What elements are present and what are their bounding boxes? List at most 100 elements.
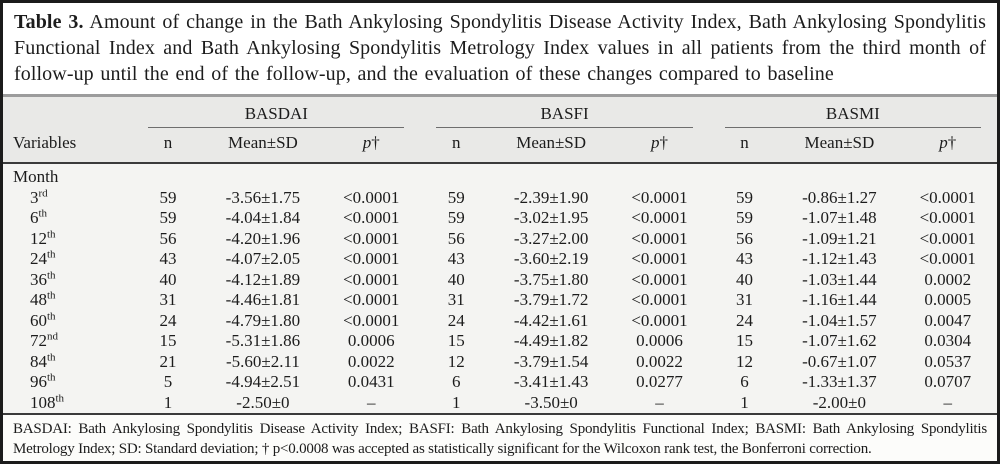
basfi-mean-cell: -4.49±1.82 xyxy=(513,331,589,350)
basfi-n-cell: 6 xyxy=(451,372,461,391)
basmi-n-cell: 40 xyxy=(735,269,753,289)
basfi-mean-cell: -4.42±1.61 xyxy=(513,310,589,330)
basdai-mean-cell: -4.04±1.84 xyxy=(225,208,301,227)
basfi-n-cell: 59 xyxy=(447,208,465,227)
table-header: BASDAI BASFI BASMI Variables n Mean±SD p… xyxy=(3,97,997,164)
basdai-p-cell: <0.0001 xyxy=(343,187,400,207)
basmi-n-cell: 43 xyxy=(735,249,753,268)
basdai-n-cell: 21 xyxy=(159,351,177,371)
month-cell: 36th xyxy=(30,268,56,289)
basmi-n-cell: 1 xyxy=(708,392,781,415)
basfi-mean-cell: -3.79±1.72 xyxy=(513,290,589,309)
basfi-p-header: p† xyxy=(610,128,709,164)
basdai-p-cell: 0.0006 xyxy=(347,331,395,350)
basdai-mean-cell: -4.79±1.80 xyxy=(225,310,301,330)
basmi-p-cell: 0.0047 xyxy=(924,310,972,330)
basmi-n-cell: 59 xyxy=(735,208,753,227)
basfi-mean-cell: -3.75±1.80 xyxy=(513,269,589,289)
month-cell: 24th xyxy=(30,248,56,268)
month-cell: 72nd xyxy=(30,330,58,350)
caption-divider-rule xyxy=(3,94,997,97)
basfi-n-cell: 15 xyxy=(447,331,465,350)
group-header-basfi: BASFI xyxy=(420,97,708,128)
basfi-mean-cell: -3.41±1.43 xyxy=(513,372,589,391)
table-row: 72nd 15 -5.31±1.86 0.0006 15 -4.49±1.82 0.0006… xyxy=(3,331,997,352)
basfi-mean-cell: -3.50±0 xyxy=(492,392,611,415)
basmi-p-cell: <0.0001 xyxy=(919,228,976,248)
basmi-p-cell: <0.0001 xyxy=(919,249,976,268)
basmi-p-cell: <0.0001 xyxy=(919,208,976,227)
basfi-mean-cell: -2.39±1.90 xyxy=(513,187,589,207)
group-header-row: BASDAI BASFI BASMI xyxy=(3,97,997,128)
table-body: Month 3rd 59 -3.56±1.75 <0.0001 59 -2.39±1.90 <… xyxy=(3,163,997,415)
basmi-n-header: n xyxy=(708,128,781,164)
table-row: 36th 40 -4.12±1.89 <0.0001 40 -3.75±1.80 <0.00… xyxy=(3,268,997,291)
basdai-n-cell: 59 xyxy=(159,208,177,227)
table-row: 6th 59 -4.04±1.84 <0.0001 59 -3.02±1.95 <0.000… xyxy=(3,208,997,229)
basmi-mean-cell: -2.00±0 xyxy=(780,392,899,415)
basmi-mean-cell: -1.12±1.43 xyxy=(802,249,877,268)
basmi-p-cell: 0.0005 xyxy=(924,290,972,309)
basfi-mean-header: Mean±SD xyxy=(492,128,611,164)
basmi-n-cell: 31 xyxy=(735,290,753,309)
basfi-p-cell: <0.0001 xyxy=(631,208,688,227)
basdai-mean-cell: -2.50±0 xyxy=(203,392,323,415)
basfi-n-cell: 1 xyxy=(420,392,493,415)
basdai-p-cell: <0.0001 xyxy=(343,208,400,227)
basdai-mean-cell: -4.20±1.96 xyxy=(225,228,301,248)
basfi-n-cell: 56 xyxy=(447,228,465,248)
basmi-mean-cell: -0.67±1.07 xyxy=(802,351,877,371)
month-section-label: Month xyxy=(13,167,59,186)
basfi-p-cell: 0.0006 xyxy=(636,331,683,350)
basfi-mean-cell: -3.79±1.54 xyxy=(513,351,589,371)
basmi-p-cell: 0.0707 xyxy=(924,372,972,391)
table-footnote: BASDAI: Bath Ankylosing Spondylitis Dise… xyxy=(3,415,997,461)
basmi-mean-cell: -1.09±1.21 xyxy=(802,228,877,248)
table-row: 60th 24 -4.79±1.80 <0.0001 24 -4.42±1.61 <0.00… xyxy=(3,309,997,332)
basfi-p-cell: <0.0001 xyxy=(631,310,688,330)
month-cell: 48th xyxy=(30,289,56,309)
table-row: 108th 1 -2.50±0–1 -3.50±0–1 -2.00±0– xyxy=(3,392,997,415)
basdai-p-cell: <0.0001 xyxy=(343,249,400,268)
basdai-p-cell: – xyxy=(322,392,421,415)
month-cell: 60th xyxy=(30,309,56,330)
basdai-n-cell: 24 xyxy=(159,310,177,330)
basmi-p-cell: 0.0304 xyxy=(924,331,972,350)
table-row: 3rd 59 -3.56±1.75 <0.0001 59 -2.39±1.90 <0.000… xyxy=(3,186,997,209)
group-header-basmi: BASMI xyxy=(709,97,997,128)
basdai-p-cell: 0.0431 xyxy=(347,372,395,391)
basfi-n-cell: 31 xyxy=(447,290,465,309)
basfi-p-cell: <0.0001 xyxy=(631,290,688,309)
basdai-mean-cell: -4.12±1.89 xyxy=(225,269,301,289)
basfi-n-cell: 12 xyxy=(447,351,465,371)
basmi-mean-cell: -1.03±1.44 xyxy=(802,269,877,289)
month-cell: 6th xyxy=(30,207,48,227)
table-caption-label: Table 3. xyxy=(14,11,84,33)
basfi-p-cell: <0.0001 xyxy=(631,228,688,248)
basfi-p-cell: 0.0022 xyxy=(636,351,683,371)
month-cell: 108th xyxy=(3,392,133,415)
basfi-p-cell: <0.0001 xyxy=(631,187,688,207)
basfi-mean-cell: -3.27±2.00 xyxy=(513,228,589,248)
month-cell: 84th xyxy=(30,350,56,371)
basfi-p-cell: <0.0001 xyxy=(631,269,688,289)
basmi-mean-header: Mean±SD xyxy=(780,128,899,164)
table-row: 96th 5 -4.94±2.51 0.0431 6 -3.41±1.43 0.0277 6 -… xyxy=(3,372,997,393)
basfi-n-cell: 24 xyxy=(447,310,465,330)
basdai-p-header: p† xyxy=(322,128,421,164)
month-cell: 3rd xyxy=(30,186,48,207)
basfi-p-cell: <0.0001 xyxy=(631,249,688,268)
table-row: 84th 21 -5.60±2.11 0.0022 12 -3.79±1.54 0.0022… xyxy=(3,350,997,373)
month-cell: 12th xyxy=(30,227,56,248)
basdai-n-cell: 40 xyxy=(159,269,177,289)
basdai-mean-cell: -4.07±2.05 xyxy=(225,249,301,268)
basfi-mean-cell: -3.60±2.19 xyxy=(513,249,589,268)
basmi-n-cell: 15 xyxy=(735,331,753,350)
group-header-basdai: BASDAI xyxy=(132,97,420,128)
basmi-mean-cell: -1.07±1.62 xyxy=(802,331,877,350)
table-caption: Table 3. Amount of change in the Bath An… xyxy=(3,3,997,93)
basdai-p-cell: <0.0001 xyxy=(343,310,400,330)
basdai-mean-cell: -4.94±2.51 xyxy=(225,372,301,391)
basmi-p-cell: 0.0002 xyxy=(924,269,972,289)
basfi-mean-cell: -3.02±1.95 xyxy=(513,208,589,227)
